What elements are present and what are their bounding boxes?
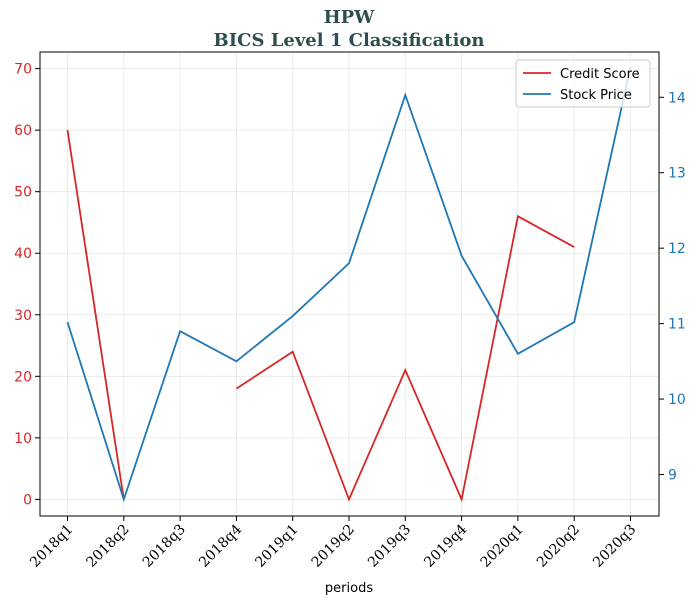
right-tick-label: 12: [668, 241, 686, 257]
series-lines: [66, 66, 632, 503]
x-tick-label: 2018q3: [140, 522, 189, 571]
legend-label-stock-price: Stock Price: [560, 88, 632, 103]
right-tick-label: 10: [668, 392, 686, 408]
x-tick-label: 2019q2: [309, 522, 358, 571]
x-tick-label: 2020q2: [534, 522, 583, 571]
legend-box: [515, 59, 651, 108]
left-tick-label: 60: [14, 123, 32, 139]
left-tick-label: 10: [14, 431, 32, 447]
chart-subtitle: BICS Level 1 Classification: [213, 30, 484, 51]
x-tick-label: 2019q1: [252, 522, 301, 571]
left-tick-label: 30: [14, 308, 32, 324]
x-tick-label: 2020q3: [590, 522, 639, 571]
x-axis: 2018q1 2018q2 2018q3 2018q4 2019q1 2019q2 2019…: [27, 516, 639, 571]
series-line-credit-score: [66, 130, 125, 500]
left-y-axis: 0 10 20 30 40 50 60 70: [14, 62, 40, 508]
grid-lines: [40, 52, 659, 516]
right-y-axis: 9 10 11 12 13 14: [659, 90, 686, 484]
legend: Credit Score Stock Price: [515, 59, 651, 108]
x-tick-label: 2018q2: [83, 522, 132, 571]
plot-frame: [39, 51, 660, 517]
left-tick-label: 70: [14, 62, 32, 78]
series-line-stock-price: [66, 66, 632, 503]
right-tick-label: 14: [668, 90, 686, 106]
legend-label-credit-score: Credit Score: [560, 67, 640, 82]
x-axis-label: periods: [325, 581, 373, 596]
x-tick-label: 2018q4: [196, 521, 245, 570]
chart-title: HPW: [324, 7, 376, 28]
right-tick-label: 13: [668, 166, 686, 182]
x-tick-label: 2018q1: [27, 522, 76, 571]
left-tick-label: 0: [23, 492, 32, 508]
x-tick-label: 2019q4: [421, 521, 470, 570]
left-tick-label: 40: [14, 246, 32, 262]
left-tick-label: 50: [14, 185, 32, 201]
x-tick-label: 2020q1: [478, 522, 527, 571]
right-tick-label: 11: [668, 317, 686, 333]
left-tick-label: 20: [14, 369, 32, 385]
series-line-credit-score: [235, 214, 575, 503]
x-tick-label: 2019q3: [365, 522, 414, 571]
right-tick-label: 9: [668, 468, 677, 484]
